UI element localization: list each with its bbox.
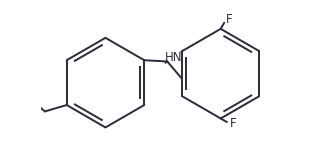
Text: HN: HN [165,51,182,64]
Text: F: F [230,117,237,130]
Text: F: F [226,13,233,26]
